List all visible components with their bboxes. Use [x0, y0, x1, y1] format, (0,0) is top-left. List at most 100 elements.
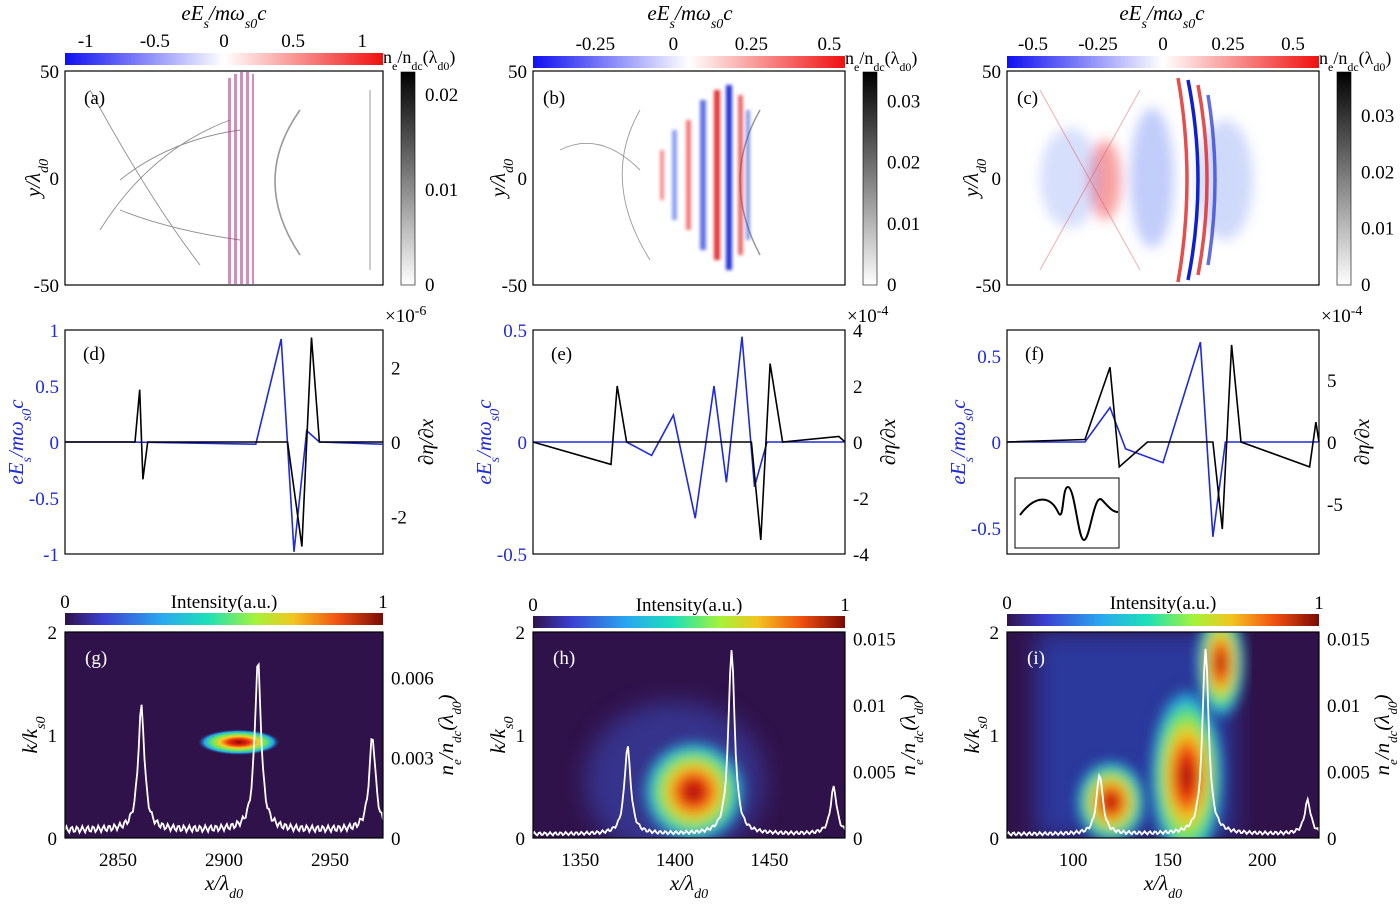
y-tick-label: 2 [48, 623, 58, 644]
density-tick-label: 0.03 [1361, 106, 1394, 127]
density-profile-line [65, 662, 383, 835]
colorbar-tick-label: 0.5 [818, 34, 842, 55]
map-pulse-c [1176, 77, 1217, 283]
right-axis-exponent: ×10-4 [1321, 304, 1362, 328]
map-yticks-c: 50 0 -50 [976, 62, 1001, 297]
y-tick-label: -50 [34, 276, 59, 297]
density-tick-label: 0.01 [425, 180, 458, 201]
left-y-tick-label: 0 [518, 433, 528, 454]
left-y-tick-label: 0 [50, 433, 60, 454]
spectrogram-map [1007, 632, 1319, 838]
panel-label: (g) [85, 648, 107, 669]
y-tick-label: 50 [40, 62, 59, 83]
density-tick-label: 0 [1361, 275, 1371, 296]
map-frame-a [64, 70, 384, 286]
right-y-tick-label: -2 [853, 489, 869, 510]
xlabel: x/λd0 [1143, 871, 1182, 902]
field-series-line [1007, 341, 1319, 537]
intensity-colorbar-tick: 1 [1314, 593, 1324, 614]
density-tick-label: 0.02 [1361, 162, 1394, 183]
right-y-tick-label: 0 [853, 829, 863, 850]
ylabel: k/ks0 [18, 717, 49, 754]
spectrogram-map [65, 632, 383, 838]
plot-frame [64, 631, 384, 839]
panel-b: eEs/mωs0c -0.25 0 0.25 0.5 ne/ndc(λd0) 0 0.0… [486, 1, 920, 297]
y-tick-label: 0 [516, 829, 526, 850]
density-ticks-c: 0 0.01 0.02 0.03 [1361, 106, 1394, 296]
colorbar-tick-label: -0.5 [1018, 34, 1048, 55]
intensity-colorbar-tick: 1 [840, 595, 850, 616]
density-tick-label: 0.01 [887, 214, 920, 235]
x-tick-label: 2900 [205, 850, 243, 871]
right-y-tick-label: 0 [1327, 433, 1337, 454]
right-y-tick-label: 0.01 [853, 696, 886, 717]
y-tick-label: 50 [508, 62, 527, 83]
y-tick-label: -50 [502, 276, 527, 297]
density-colorbar-b [862, 71, 878, 286]
right-axis-exponent: ×10-6 [385, 304, 426, 328]
left-y-tick-label: 0.5 [977, 347, 1001, 368]
panel-label: (d) [83, 344, 105, 365]
left-ylabel: eEs/mωs0c [4, 399, 35, 485]
left-y-tick-label: -0.5 [497, 545, 527, 566]
right-y-tick-label: 0.005 [853, 763, 896, 784]
colorbar-ticks-a: -1 -0.5 0 0.5 1 [78, 31, 367, 52]
y-tick-label: 0 [518, 169, 528, 190]
ylabel: k/ks0 [486, 717, 517, 754]
right-ylabel: ∂η/∂x [1350, 418, 1374, 465]
y-tick-label: -50 [976, 276, 1001, 297]
intensity-colorbar-tick: 0 [60, 592, 70, 613]
right-y-tick-label: -2 [391, 508, 407, 529]
intensity-colorbar-tick: 1 [378, 592, 388, 613]
right-ylabel: ne/ndc(λd0) [896, 695, 926, 776]
colorbar-tick-label: 0.25 [1211, 34, 1244, 55]
intensity-colorbar [65, 613, 383, 625]
right-y-tick-label: 0.005 [1327, 763, 1370, 784]
y-tick-label: 0 [992, 169, 1002, 190]
inset-f [1014, 477, 1120, 549]
right-y-tick-label: 4 [853, 321, 863, 342]
intensity-colorbar [533, 616, 845, 628]
panel-label: (e) [551, 344, 572, 365]
ylabel-a: y/λd0 [21, 159, 52, 199]
gradient-series-line [1006, 344, 1320, 530]
line-plots: 1 0.5 0 -0.5 -1 2 0 -2 ×10-6 eEs/mωs0c ∂η/∂x (d) 0.5… [4, 304, 1374, 567]
colorbar-tick-label: 0.5 [281, 31, 305, 52]
density-colorbar-c [1336, 71, 1352, 286]
colorbar-ticks-c: -0.5 -0.25 0 0.25 0.5 [1018, 34, 1305, 55]
intensity-colorbar-tick: 0 [528, 595, 538, 616]
map-pulse-b [660, 85, 750, 270]
x-tick-label: 100 [1059, 850, 1088, 871]
left-y-tick-label: -0.5 [971, 519, 1001, 540]
map-content-c [1040, 108, 1253, 248]
panel-f: 0.5 0 -0.5 5 0 -5 ×10-4 eEs/mωs0c ∂η/∂x (f) [946, 304, 1374, 555]
colorbar-tick-label: 0 [219, 31, 229, 52]
density-profile-line [533, 650, 845, 837]
colorbar-title-c: eEs/mωs0c [1119, 1, 1205, 32]
colorbar-tick-label: 0 [669, 34, 679, 55]
colorbar-title-a: eEs/mωs0c [181, 1, 267, 32]
right-y-tick-label: 0.015 [1327, 630, 1370, 651]
left-y-tick-label: 0.5 [503, 321, 527, 342]
map-content-a [89, 89, 371, 270]
map-fronts-c [1039, 89, 1141, 271]
colorbar-tick-label: -0.5 [140, 31, 170, 52]
x-tick-label: 1450 [750, 850, 788, 871]
panel-label-a: (a) [84, 88, 105, 109]
field-series-line [533, 336, 845, 519]
right-y-tick-label: 0.003 [391, 749, 434, 770]
panel-label: (i) [1027, 648, 1045, 669]
left-y-tick-label: 0 [992, 433, 1002, 454]
density-label-b: ne/ndc(λd0) [845, 48, 917, 74]
density-colorbar-a [400, 71, 416, 286]
intensity-colorbar-title: Intensity(a.u.) [171, 592, 278, 613]
right-y-tick-label: 5 [1327, 371, 1337, 392]
colorbar-tick-label: -1 [78, 31, 94, 52]
density-tick-label: 0.02 [425, 85, 458, 106]
density-ticks-a: 0 0.01 0.02 [425, 85, 458, 296]
intensity-colorbar [1007, 614, 1319, 626]
right-y-tick-label: 0 [391, 829, 401, 850]
